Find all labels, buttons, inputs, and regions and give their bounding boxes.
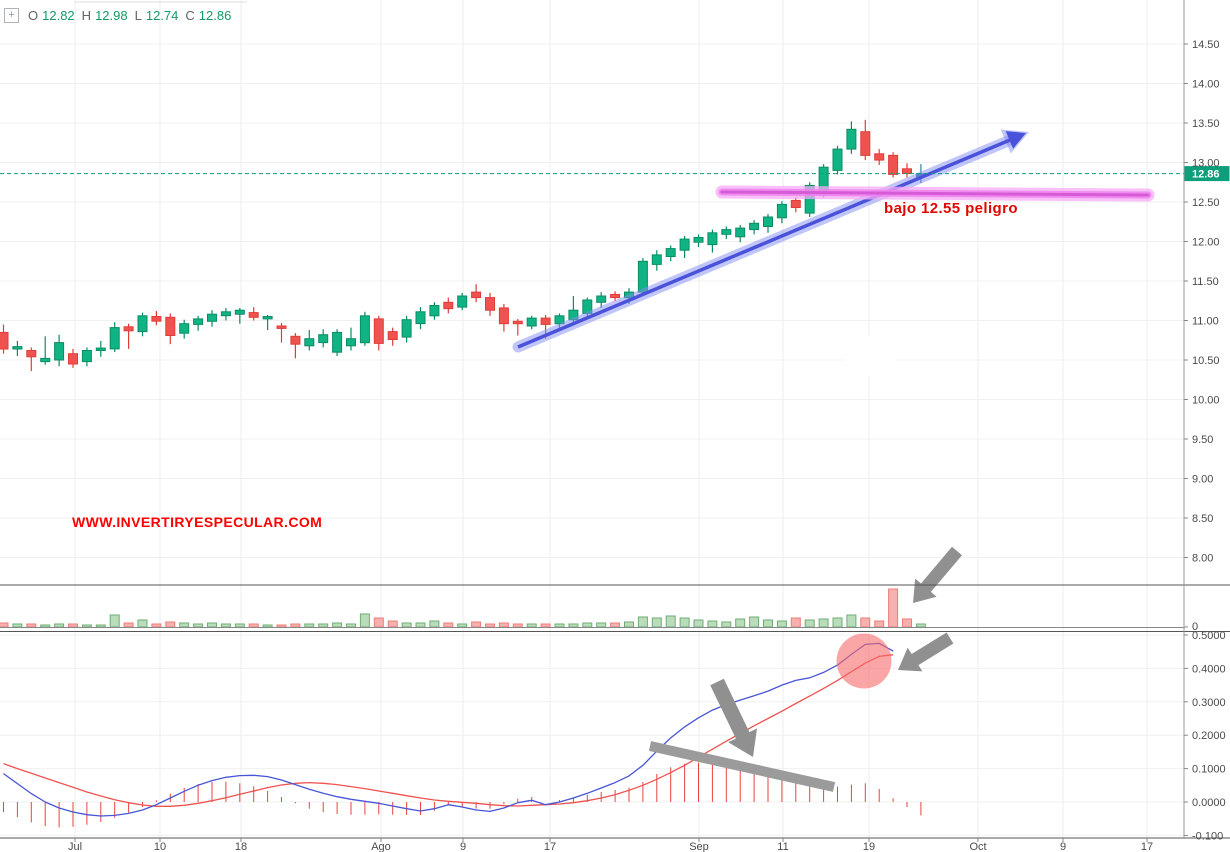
price-axis[interactable]: 14.50 14.00 13.50 13.00 12.50 12.00 11.50 11.00… xyxy=(1184,39,1226,842)
svg-text:Oct: Oct xyxy=(969,841,986,852)
svg-text:8.00: 8.00 xyxy=(1192,553,1213,565)
annotations-layer xyxy=(512,129,1155,792)
svg-text:19: 19 xyxy=(863,841,875,852)
svg-text:14.00: 14.00 xyxy=(1192,79,1220,91)
ohlc-header: + O 12.82 H 12.98 L 12.74 C 12.86 xyxy=(4,8,231,23)
alert-circle xyxy=(836,633,892,689)
svg-text:Jul: Jul xyxy=(68,841,82,852)
svg-text:0.2000: 0.2000 xyxy=(1192,730,1226,742)
danger-annotation-text: bajo 12.55 peligro xyxy=(884,200,1018,217)
svg-text:13.50: 13.50 xyxy=(1192,118,1220,130)
svg-text:12.86: 12.86 xyxy=(1192,169,1220,181)
svg-text:10.00: 10.00 xyxy=(1192,395,1220,407)
svg-text:12.50: 12.50 xyxy=(1192,197,1220,209)
svg-text:17: 17 xyxy=(544,841,556,852)
svg-text:0.3000: 0.3000 xyxy=(1192,697,1226,709)
watermark-text: WWW.INVERTIRYESPECULAR.COM xyxy=(72,514,323,530)
svg-text:10: 10 xyxy=(154,841,166,852)
svg-text:9.50: 9.50 xyxy=(1192,434,1213,446)
svg-text:9: 9 xyxy=(460,841,466,852)
svg-text:14.50: 14.50 xyxy=(1192,39,1220,51)
gray-arrow xyxy=(913,546,962,603)
volume-layer xyxy=(0,588,926,628)
svg-text:12.00: 12.00 xyxy=(1192,237,1220,249)
ohlc-high: H 12.98 xyxy=(81,8,128,23)
svg-text:8.50: 8.50 xyxy=(1192,513,1213,525)
gray-arrow xyxy=(710,678,757,757)
svg-text:0.0000: 0.0000 xyxy=(1192,797,1226,809)
grid-layer xyxy=(0,0,1184,838)
ohlc-low: L 12.74 xyxy=(134,8,179,23)
svg-text:17: 17 xyxy=(1141,841,1153,852)
svg-text:Ago: Ago xyxy=(371,841,391,852)
svg-text:11.00: 11.00 xyxy=(1192,316,1219,328)
svg-text:0.4000: 0.4000 xyxy=(1192,663,1226,675)
svg-text:11.50: 11.50 xyxy=(1192,276,1219,288)
svg-text:Sep: Sep xyxy=(689,841,709,852)
svg-text:0.1000: 0.1000 xyxy=(1192,764,1226,776)
last-price-line: 12.86 xyxy=(0,166,1230,182)
svg-text:-0.100: -0.100 xyxy=(1192,830,1223,842)
candles-layer xyxy=(0,119,926,372)
expand-icon[interactable]: + xyxy=(4,8,19,23)
last-price-badge xyxy=(1184,166,1230,182)
svg-text:9: 9 xyxy=(1060,841,1066,852)
svg-text:18: 18 xyxy=(235,841,247,852)
svg-text:10.50: 10.50 xyxy=(1192,355,1220,367)
ohlc-close: C 12.86 xyxy=(185,8,232,23)
ohlc-open: O 12.82 xyxy=(28,8,75,23)
svg-text:0.5000: 0.5000 xyxy=(1192,630,1226,642)
time-axis[interactable]: Jul 10 18 Ago 9 17 Sep 11 19 Oct 9 17 xyxy=(68,838,1153,852)
gray-arrow xyxy=(898,632,954,672)
svg-text:11: 11 xyxy=(777,841,788,852)
svg-text:9.00: 9.00 xyxy=(1192,474,1213,486)
svg-text:13.00: 13.00 xyxy=(1192,158,1220,170)
svg-text:0: 0 xyxy=(1192,621,1198,633)
